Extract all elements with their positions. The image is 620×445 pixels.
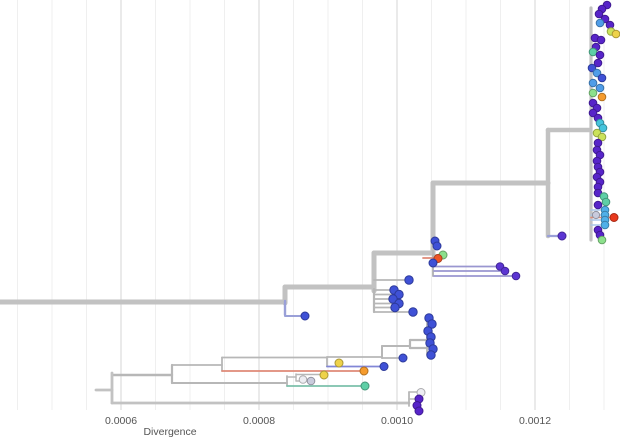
tip-node[interactable] <box>601 197 611 207</box>
tip-node[interactable] <box>398 353 408 363</box>
tip-node[interactable] <box>511 271 521 281</box>
tip-node[interactable] <box>609 213 619 222</box>
tip-node[interactable] <box>595 50 605 60</box>
tip-node[interactable] <box>404 275 414 285</box>
tip-node[interactable] <box>593 58 603 68</box>
tip-node[interactable] <box>597 132 607 142</box>
tip-node[interactable] <box>588 108 598 118</box>
tip-node[interactable] <box>390 302 400 313</box>
tip-node[interactable] <box>319 370 329 380</box>
tip-node[interactable] <box>591 210 601 220</box>
tip-node[interactable] <box>432 241 442 251</box>
axis-tick-label: 0.0008 <box>243 415 275 427</box>
tip-node[interactable] <box>426 350 436 360</box>
tip-node[interactable] <box>597 235 607 245</box>
tip-node[interactable] <box>598 123 608 133</box>
tip-node[interactable] <box>359 366 369 376</box>
tip-node[interactable] <box>596 35 606 45</box>
tip-node[interactable] <box>594 9 604 19</box>
tip-node[interactable] <box>428 258 438 268</box>
tip-node[interactable] <box>427 319 437 329</box>
tip-node[interactable] <box>557 231 567 241</box>
tip-node[interactable] <box>593 200 603 210</box>
tip-node[interactable] <box>379 362 389 371</box>
tip-node[interactable] <box>414 406 424 416</box>
tip-node[interactable] <box>588 47 598 57</box>
axis-tick-label: 0.0010 <box>381 415 413 427</box>
tip-node[interactable] <box>611 29 620 39</box>
tip-node[interactable] <box>593 138 603 148</box>
tip-node[interactable] <box>592 68 602 78</box>
tip-node[interactable] <box>500 266 510 276</box>
tip-node[interactable] <box>597 92 607 102</box>
tip-node[interactable] <box>300 311 310 321</box>
tip-node[interactable] <box>595 18 605 28</box>
x-axis-title: Divergence <box>143 426 197 438</box>
tip-node[interactable] <box>306 376 316 386</box>
tip-node[interactable] <box>588 78 598 88</box>
tip-node[interactable] <box>587 63 597 73</box>
tip-node[interactable] <box>597 73 607 83</box>
axis-tick-label: 0.0006 <box>105 415 137 427</box>
tip-node[interactable] <box>595 83 605 93</box>
tip-node[interactable] <box>600 220 610 230</box>
tip-node[interactable] <box>298 375 308 384</box>
axis-tick-label: 0.0012 <box>519 415 551 427</box>
tip-node[interactable] <box>334 358 344 368</box>
tip-node[interactable] <box>588 88 598 98</box>
tip-node[interactable] <box>360 381 370 391</box>
tip-node[interactable] <box>408 307 418 317</box>
